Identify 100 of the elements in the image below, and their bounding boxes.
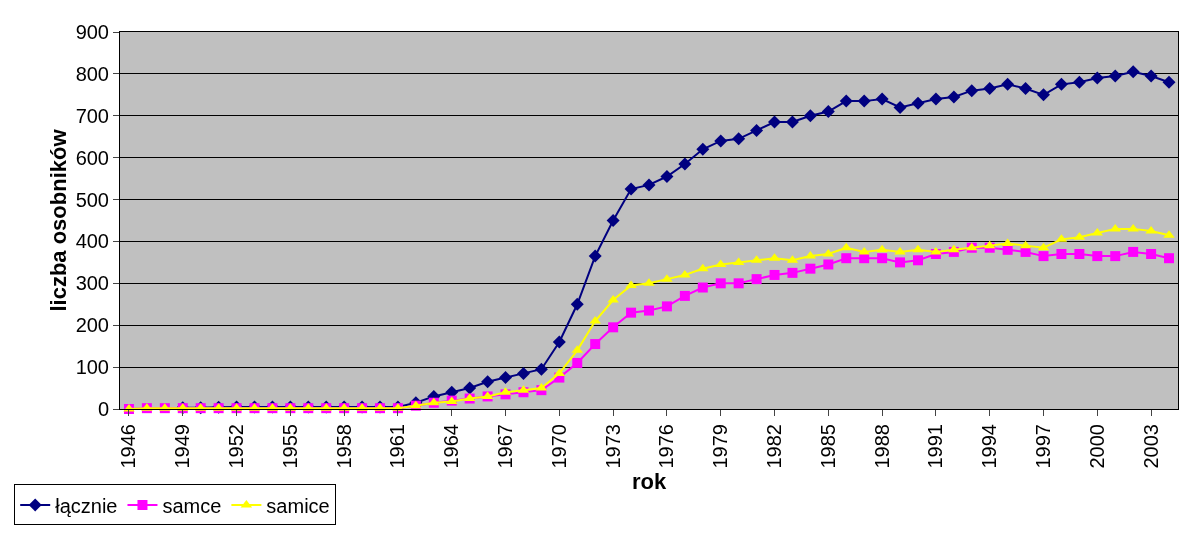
- point: [1092, 251, 1103, 262]
- point: [769, 269, 780, 280]
- y-tick-label: 100: [75, 356, 109, 379]
- point: [821, 105, 835, 119]
- x-tick-label: 1979: [709, 424, 732, 469]
- point: [534, 362, 548, 376]
- point: [552, 335, 566, 349]
- point: [1144, 69, 1158, 83]
- y-tick-label: 0: [97, 398, 109, 420]
- y-tick-label: 500: [75, 188, 109, 211]
- point: [678, 157, 692, 171]
- point: [679, 290, 690, 301]
- point: [715, 278, 726, 289]
- point: [857, 94, 871, 108]
- point: [895, 257, 906, 268]
- x-tick-label: 1949: [171, 424, 194, 469]
- y-tick-label: 400: [75, 230, 109, 253]
- point: [823, 259, 834, 270]
- point: [714, 134, 728, 148]
- x-tick-label: 1997: [1032, 424, 1055, 469]
- point: [751, 274, 762, 285]
- point: [983, 82, 997, 96]
- point: [481, 375, 495, 389]
- x-tick-label: 1946: [117, 424, 140, 469]
- point: [661, 301, 672, 312]
- point: [1126, 65, 1140, 79]
- x-tick-label: 1967: [494, 424, 517, 469]
- point: [660, 170, 674, 184]
- x-tick-label: 1994: [978, 424, 1001, 469]
- x-tick-label: 1976: [655, 424, 678, 469]
- point: [606, 214, 620, 227]
- point: [732, 132, 746, 146]
- point: [929, 92, 943, 106]
- point: [1002, 244, 1013, 255]
- point: [893, 100, 907, 114]
- point: [750, 123, 764, 137]
- y-tick-label: 800: [75, 62, 109, 85]
- point: [1019, 82, 1033, 96]
- point: [911, 96, 925, 110]
- point: [768, 115, 782, 129]
- point: [948, 244, 960, 253]
- point: [644, 305, 654, 316]
- point: [1020, 246, 1031, 257]
- y-tick-label: 900: [75, 21, 109, 43]
- x-tick-label: 1964: [440, 424, 463, 469]
- point: [588, 249, 602, 263]
- y-tick-label: 700: [75, 104, 109, 127]
- point: [608, 322, 619, 333]
- point: [1110, 251, 1121, 262]
- point: [965, 84, 979, 98]
- point: [805, 263, 816, 274]
- point: [894, 246, 906, 255]
- y-tick-label: 600: [75, 146, 109, 169]
- point: [1037, 88, 1051, 102]
- point: [697, 282, 708, 293]
- point: [785, 115, 799, 129]
- point: [696, 142, 710, 156]
- point: [1146, 249, 1157, 260]
- x-tick-label: 1973: [601, 424, 624, 469]
- point: [912, 255, 923, 266]
- point: [642, 178, 656, 192]
- legend-label: łącznie: [55, 494, 118, 517]
- point: [1108, 69, 1122, 83]
- x-tick-label: 2003: [1139, 424, 1162, 469]
- point: [1164, 253, 1175, 264]
- point: [803, 109, 817, 123]
- point: [1162, 75, 1176, 89]
- point: [839, 94, 853, 108]
- point: [624, 182, 638, 196]
- x-tick-label: 1985: [816, 424, 839, 469]
- x-tick-label: 1982: [763, 424, 786, 469]
- point: [570, 297, 584, 311]
- point: [841, 253, 852, 264]
- legend-label: samice: [266, 494, 330, 517]
- point: [590, 339, 601, 350]
- x-tick-label: 1958: [332, 424, 355, 469]
- y-tick-label: 200: [75, 314, 109, 337]
- point: [697, 263, 709, 272]
- point: [859, 253, 870, 264]
- point: [1072, 75, 1086, 89]
- x-tick-label: 2000: [1085, 424, 1108, 469]
- x-axis-title: rok: [631, 469, 667, 495]
- x-tick-label: 1955: [278, 424, 301, 469]
- y-tick-label: 300: [75, 272, 109, 295]
- x-tick-label: 1970: [547, 424, 570, 469]
- point: [1056, 249, 1067, 260]
- point: [787, 267, 798, 278]
- legend-label: samce: [162, 494, 222, 517]
- point: [499, 371, 513, 385]
- point: [912, 244, 924, 253]
- point: [463, 381, 477, 395]
- x-tick-label: 1952: [225, 424, 248, 469]
- point: [875, 92, 889, 106]
- point: [516, 366, 530, 380]
- point: [1001, 77, 1015, 91]
- point: [877, 253, 888, 264]
- x-tick-label: 1961: [386, 424, 409, 469]
- x-tick-label: 1988: [870, 424, 893, 469]
- point: [1054, 77, 1068, 91]
- point: [1074, 249, 1085, 260]
